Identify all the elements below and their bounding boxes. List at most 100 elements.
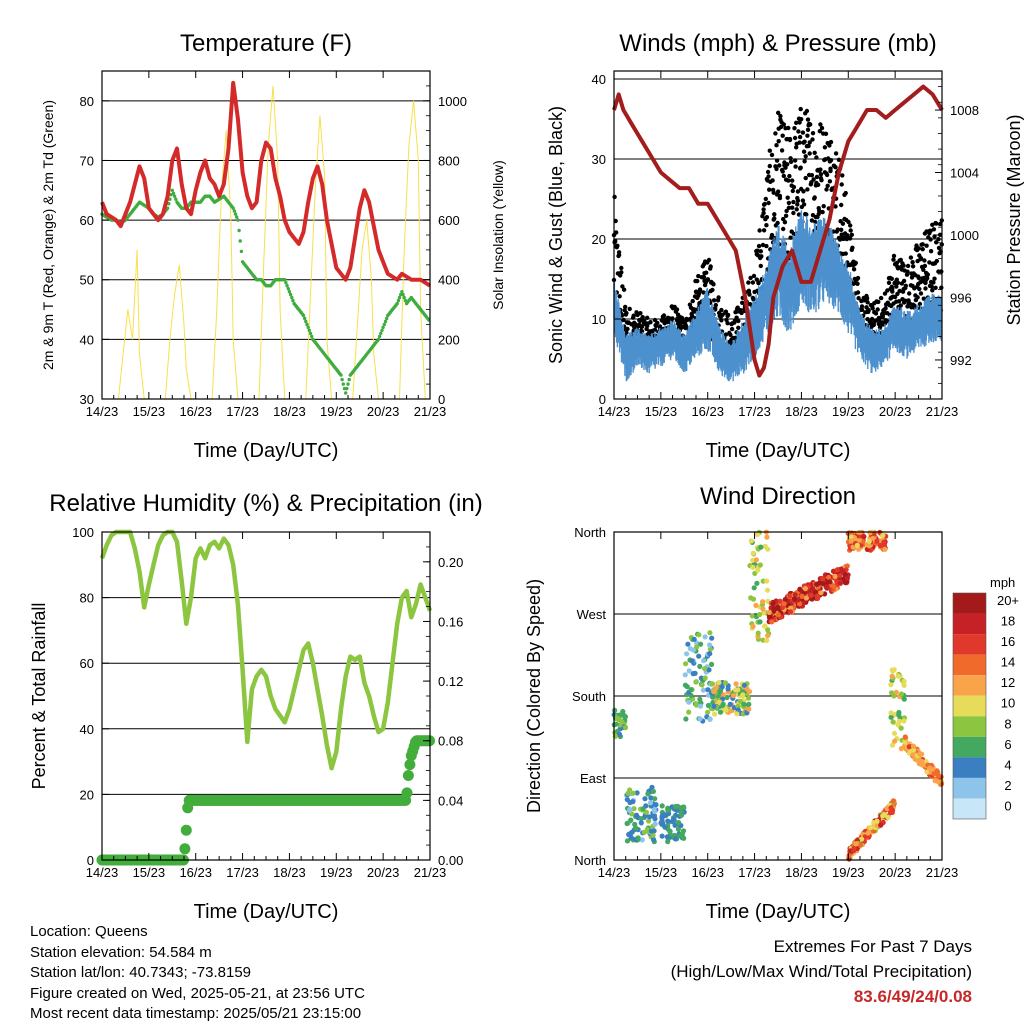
direction-point	[877, 542, 884, 549]
gust-point	[794, 120, 799, 126]
direction-point	[700, 687, 707, 693]
direction-point	[788, 609, 794, 615]
winds-ylabel-right: Station Pressure (Maroon)	[1004, 114, 1024, 325]
colorbar-swatch	[953, 634, 986, 655]
series-relative-humidity	[99, 529, 433, 771]
gust-point	[786, 125, 791, 131]
direction-point	[640, 806, 646, 812]
precip-point	[404, 759, 416, 771]
gust-point	[821, 204, 826, 209]
direction-point	[765, 627, 771, 633]
gust-point	[794, 145, 799, 150]
gust-point	[805, 127, 811, 132]
gust-point	[616, 252, 622, 258]
y-tick-label: 70	[80, 153, 94, 168]
dewpoint-point	[379, 331, 383, 336]
direction-point	[757, 562, 763, 568]
gust-point	[779, 148, 785, 153]
dewpoint-point	[286, 287, 290, 291]
y-tick-label: 30	[80, 392, 94, 407]
gust-point	[796, 129, 801, 134]
colorbar-swatch	[953, 613, 986, 635]
gust-point	[729, 326, 735, 332]
gust-point	[756, 280, 761, 286]
gust-point	[774, 166, 779, 172]
gust-point	[918, 291, 924, 296]
y2-tick-label: 1000	[438, 94, 467, 109]
direction-point	[696, 653, 702, 659]
y2-tick-label: 996	[950, 290, 972, 305]
direction-point	[681, 835, 687, 841]
direction-colorbar: 20+ 18 16 14 12 10 8 6 4 2 0	[952, 592, 1019, 820]
gust-point	[748, 275, 753, 281]
gust-point	[855, 290, 861, 295]
x-tick-label: 21/23	[414, 865, 447, 880]
direction-point	[710, 694, 716, 700]
direction-point	[931, 771, 937, 777]
gust-point	[848, 236, 853, 241]
gust-point	[701, 290, 706, 295]
gust-point	[620, 284, 625, 289]
gust-point	[871, 322, 876, 328]
x-tick-label: 19/23	[832, 404, 865, 419]
gust-point	[811, 177, 816, 182]
direction-point	[647, 800, 654, 806]
y-tick-label: 100	[72, 525, 94, 540]
gust-point	[901, 278, 907, 284]
gust-point	[735, 305, 740, 310]
gust-point	[828, 139, 834, 145]
temperature-title: Temperature (F)	[180, 30, 352, 57]
gust-point	[881, 311, 887, 316]
direction-point	[767, 614, 773, 620]
direction-plot: 14/23 15/23 16/23 17/23 18/23 19/23 20/23 21/23…	[572, 525, 958, 880]
gust-point	[809, 218, 815, 223]
gust-point	[621, 317, 626, 323]
y2-tick-label: 0.16	[438, 614, 463, 629]
precip-point	[179, 843, 191, 855]
gust-point	[805, 187, 810, 192]
gust-point	[776, 110, 781, 116]
temperature-xlabel: Time (Day/UTC)	[194, 440, 339, 462]
winds-ylabel-left: Sonic Wind & Gust (Blue, Black)	[546, 106, 566, 364]
direction-point	[757, 619, 763, 625]
gust-point	[780, 169, 785, 174]
humidity-plot: 14/23 15/23 16/23 17/23 18/23 19/23 20/23 21/23…	[72, 525, 463, 880]
gust-point	[695, 278, 700, 284]
x-tick-label: 17/23	[226, 404, 259, 419]
gust-point	[912, 304, 917, 309]
direction-point	[846, 853, 852, 859]
gust-point	[764, 215, 770, 220]
dewpoint-point	[283, 278, 287, 282]
info-location: Location: Queens	[30, 923, 148, 940]
direction-point	[755, 630, 761, 636]
direction-point	[638, 816, 644, 822]
direction-point	[775, 612, 782, 618]
gust-point	[910, 260, 915, 265]
gust-point	[939, 269, 944, 274]
gust-point	[623, 304, 628, 310]
dewpoint-point	[171, 191, 176, 195]
gust-point	[819, 178, 824, 183]
gust-point	[769, 232, 775, 238]
direction-point	[678, 805, 684, 811]
gust-point	[848, 223, 853, 228]
dewpoint-point	[238, 239, 242, 243]
direction-point	[777, 598, 783, 604]
y-tick-label: 80	[80, 94, 94, 109]
gust-point	[820, 209, 825, 215]
gust-point	[878, 295, 884, 301]
y-tick-label: 80	[80, 591, 94, 606]
axes: 14/23 15/23 16/23 17/23 18/23 19/23 20/23 21/23…	[592, 70, 979, 419]
gust-point	[640, 315, 645, 320]
direction-point	[686, 668, 692, 674]
colorbar-label: 20+	[997, 593, 1019, 608]
direction-point	[691, 636, 697, 642]
gust-point	[645, 315, 650, 320]
gust-point	[797, 120, 802, 125]
direction-point	[757, 611, 763, 618]
gust-point	[756, 243, 762, 249]
gust-point	[794, 207, 799, 212]
humidity-xlabel: Time (Day/UTC)	[194, 901, 339, 923]
gust-point	[798, 165, 803, 170]
direction-point	[659, 833, 665, 839]
